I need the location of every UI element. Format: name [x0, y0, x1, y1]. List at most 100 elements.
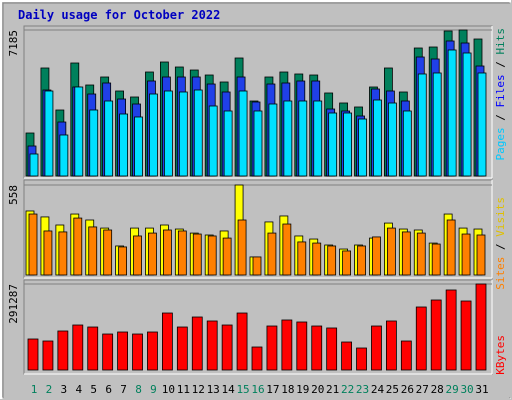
y-tick-label: 7185	[7, 30, 20, 57]
bar	[415, 306, 427, 371]
bar	[445, 289, 457, 371]
x-tick-label: 27	[416, 383, 429, 396]
x-tick-label: 28	[431, 383, 444, 396]
bar	[133, 235, 142, 276]
bar	[149, 93, 158, 177]
bar	[43, 230, 53, 276]
x-tick-label: 31	[475, 383, 488, 396]
bar	[475, 283, 487, 371]
bar	[430, 299, 442, 371]
x-tick-label: 16	[251, 383, 264, 396]
bar	[460, 300, 472, 371]
x-tick-label: 1	[31, 383, 38, 396]
bar	[134, 116, 143, 177]
legend-entry: KBytes	[494, 335, 507, 375]
bar	[401, 231, 411, 276]
bar	[386, 227, 396, 276]
bar	[253, 110, 263, 177]
bar	[147, 331, 158, 371]
x-tick-label: 2	[46, 383, 53, 396]
bar	[73, 217, 83, 276]
x-tick-label: 29	[446, 383, 459, 396]
bar	[44, 90, 54, 177]
bar	[296, 321, 308, 371]
x-tick-label: 7	[120, 383, 127, 396]
bar	[461, 233, 471, 276]
legend: Sites / Visits	[494, 197, 507, 290]
x-tick-label: 25	[386, 383, 399, 396]
bar	[237, 219, 247, 276]
x-tick-label: 30	[460, 383, 473, 396]
chart-title: Daily usage for October 2022	[18, 8, 220, 22]
x-tick-label: 14	[222, 383, 236, 396]
legend-separator: /	[494, 237, 507, 257]
bar	[400, 340, 412, 371]
bar	[402, 110, 412, 177]
bar	[282, 223, 292, 276]
bar	[266, 325, 278, 371]
legend-separator: /	[494, 55, 507, 75]
x-tick-label: 3	[61, 383, 68, 396]
bar	[371, 325, 382, 371]
bar	[58, 231, 68, 276]
bar	[117, 331, 128, 371]
bar	[462, 52, 472, 177]
bar	[104, 100, 114, 177]
bar	[342, 250, 352, 276]
bar	[313, 100, 323, 177]
x-tick-label: 24	[371, 383, 385, 396]
bar	[193, 89, 203, 177]
bar	[343, 112, 353, 177]
bar	[132, 333, 143, 371]
bar	[281, 319, 293, 371]
bar	[59, 134, 69, 177]
bar	[119, 113, 128, 177]
bar	[373, 99, 382, 177]
bar	[178, 91, 188, 177]
bar	[207, 235, 217, 276]
bar	[222, 237, 232, 276]
bar	[103, 229, 113, 276]
bar	[57, 330, 69, 371]
bar	[328, 112, 338, 177]
legend-entry: Pages	[494, 127, 507, 160]
x-tick-label: 9	[150, 383, 157, 396]
x-tick-label: 10	[162, 383, 175, 396]
legend-entry: Sites	[494, 257, 507, 290]
bar	[252, 256, 262, 276]
bar	[27, 338, 39, 371]
x-tick-label: 23	[356, 383, 369, 396]
x-tick-label: 18	[281, 383, 294, 396]
bar	[283, 100, 293, 177]
x-tick-label: 8	[135, 383, 142, 396]
x-tick-label: 13	[207, 383, 220, 396]
y-tick-label: 558	[7, 185, 20, 205]
bar	[357, 245, 366, 276]
bar	[476, 234, 486, 276]
x-tick-label: 6	[105, 383, 112, 396]
bar	[163, 90, 173, 177]
legend: KBytes	[494, 335, 507, 375]
bar	[236, 312, 248, 371]
bar	[191, 316, 203, 371]
bar	[72, 324, 84, 371]
bar	[477, 72, 487, 177]
bar	[161, 312, 173, 371]
bar	[297, 241, 307, 276]
x-tick-label: 26	[401, 383, 414, 396]
bar	[447, 49, 457, 177]
x-tick-label: 5	[90, 383, 97, 396]
legend: Pages / Files / Hits	[494, 28, 507, 161]
bar	[87, 326, 99, 371]
legend-entry: Hits	[494, 28, 507, 55]
y-tick-label: 291287	[7, 284, 20, 324]
legend-separator: /	[494, 108, 507, 128]
bar	[221, 324, 233, 371]
bar	[268, 103, 278, 177]
x-tick-label: 12	[192, 383, 205, 396]
bar	[446, 219, 456, 276]
bar	[89, 109, 99, 177]
